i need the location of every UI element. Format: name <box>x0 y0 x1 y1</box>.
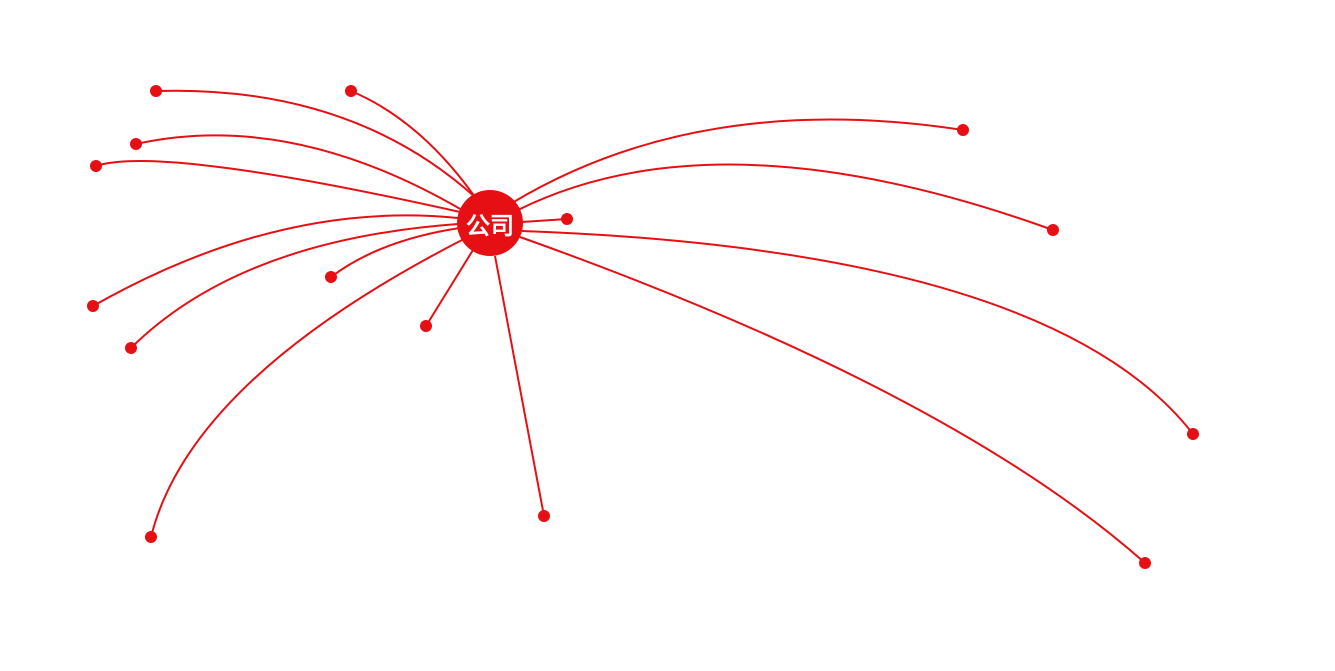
leaf-node[interactable] <box>325 271 337 283</box>
edge <box>130 223 459 349</box>
edge <box>517 163 1054 231</box>
edge <box>135 134 463 211</box>
leaf-node[interactable] <box>957 124 969 136</box>
edge <box>425 249 474 327</box>
leaf-node[interactable] <box>420 320 432 332</box>
edge <box>150 239 463 538</box>
leaf-node[interactable] <box>150 85 162 97</box>
leaf-node[interactable] <box>145 531 157 543</box>
leaf-node[interactable] <box>1047 224 1059 236</box>
leaf-node[interactable] <box>90 160 102 172</box>
leaf-node[interactable] <box>345 85 357 97</box>
leaf-node[interactable] <box>125 342 137 354</box>
edge <box>521 218 568 223</box>
leaf-node[interactable] <box>1139 557 1151 569</box>
leaf-node[interactable] <box>1187 428 1199 440</box>
edge <box>521 230 1194 435</box>
edge <box>519 236 1146 564</box>
edge <box>511 118 964 204</box>
edge <box>330 227 461 278</box>
edge <box>350 90 476 198</box>
edge <box>95 160 461 213</box>
center-node[interactable] <box>457 190 523 256</box>
leaf-node[interactable] <box>561 213 573 225</box>
leaf-node[interactable] <box>538 510 550 522</box>
leaf-node[interactable] <box>87 300 99 312</box>
leaf-node[interactable] <box>130 138 142 150</box>
edge <box>155 89 476 198</box>
edge <box>494 255 545 517</box>
edge <box>92 214 459 307</box>
